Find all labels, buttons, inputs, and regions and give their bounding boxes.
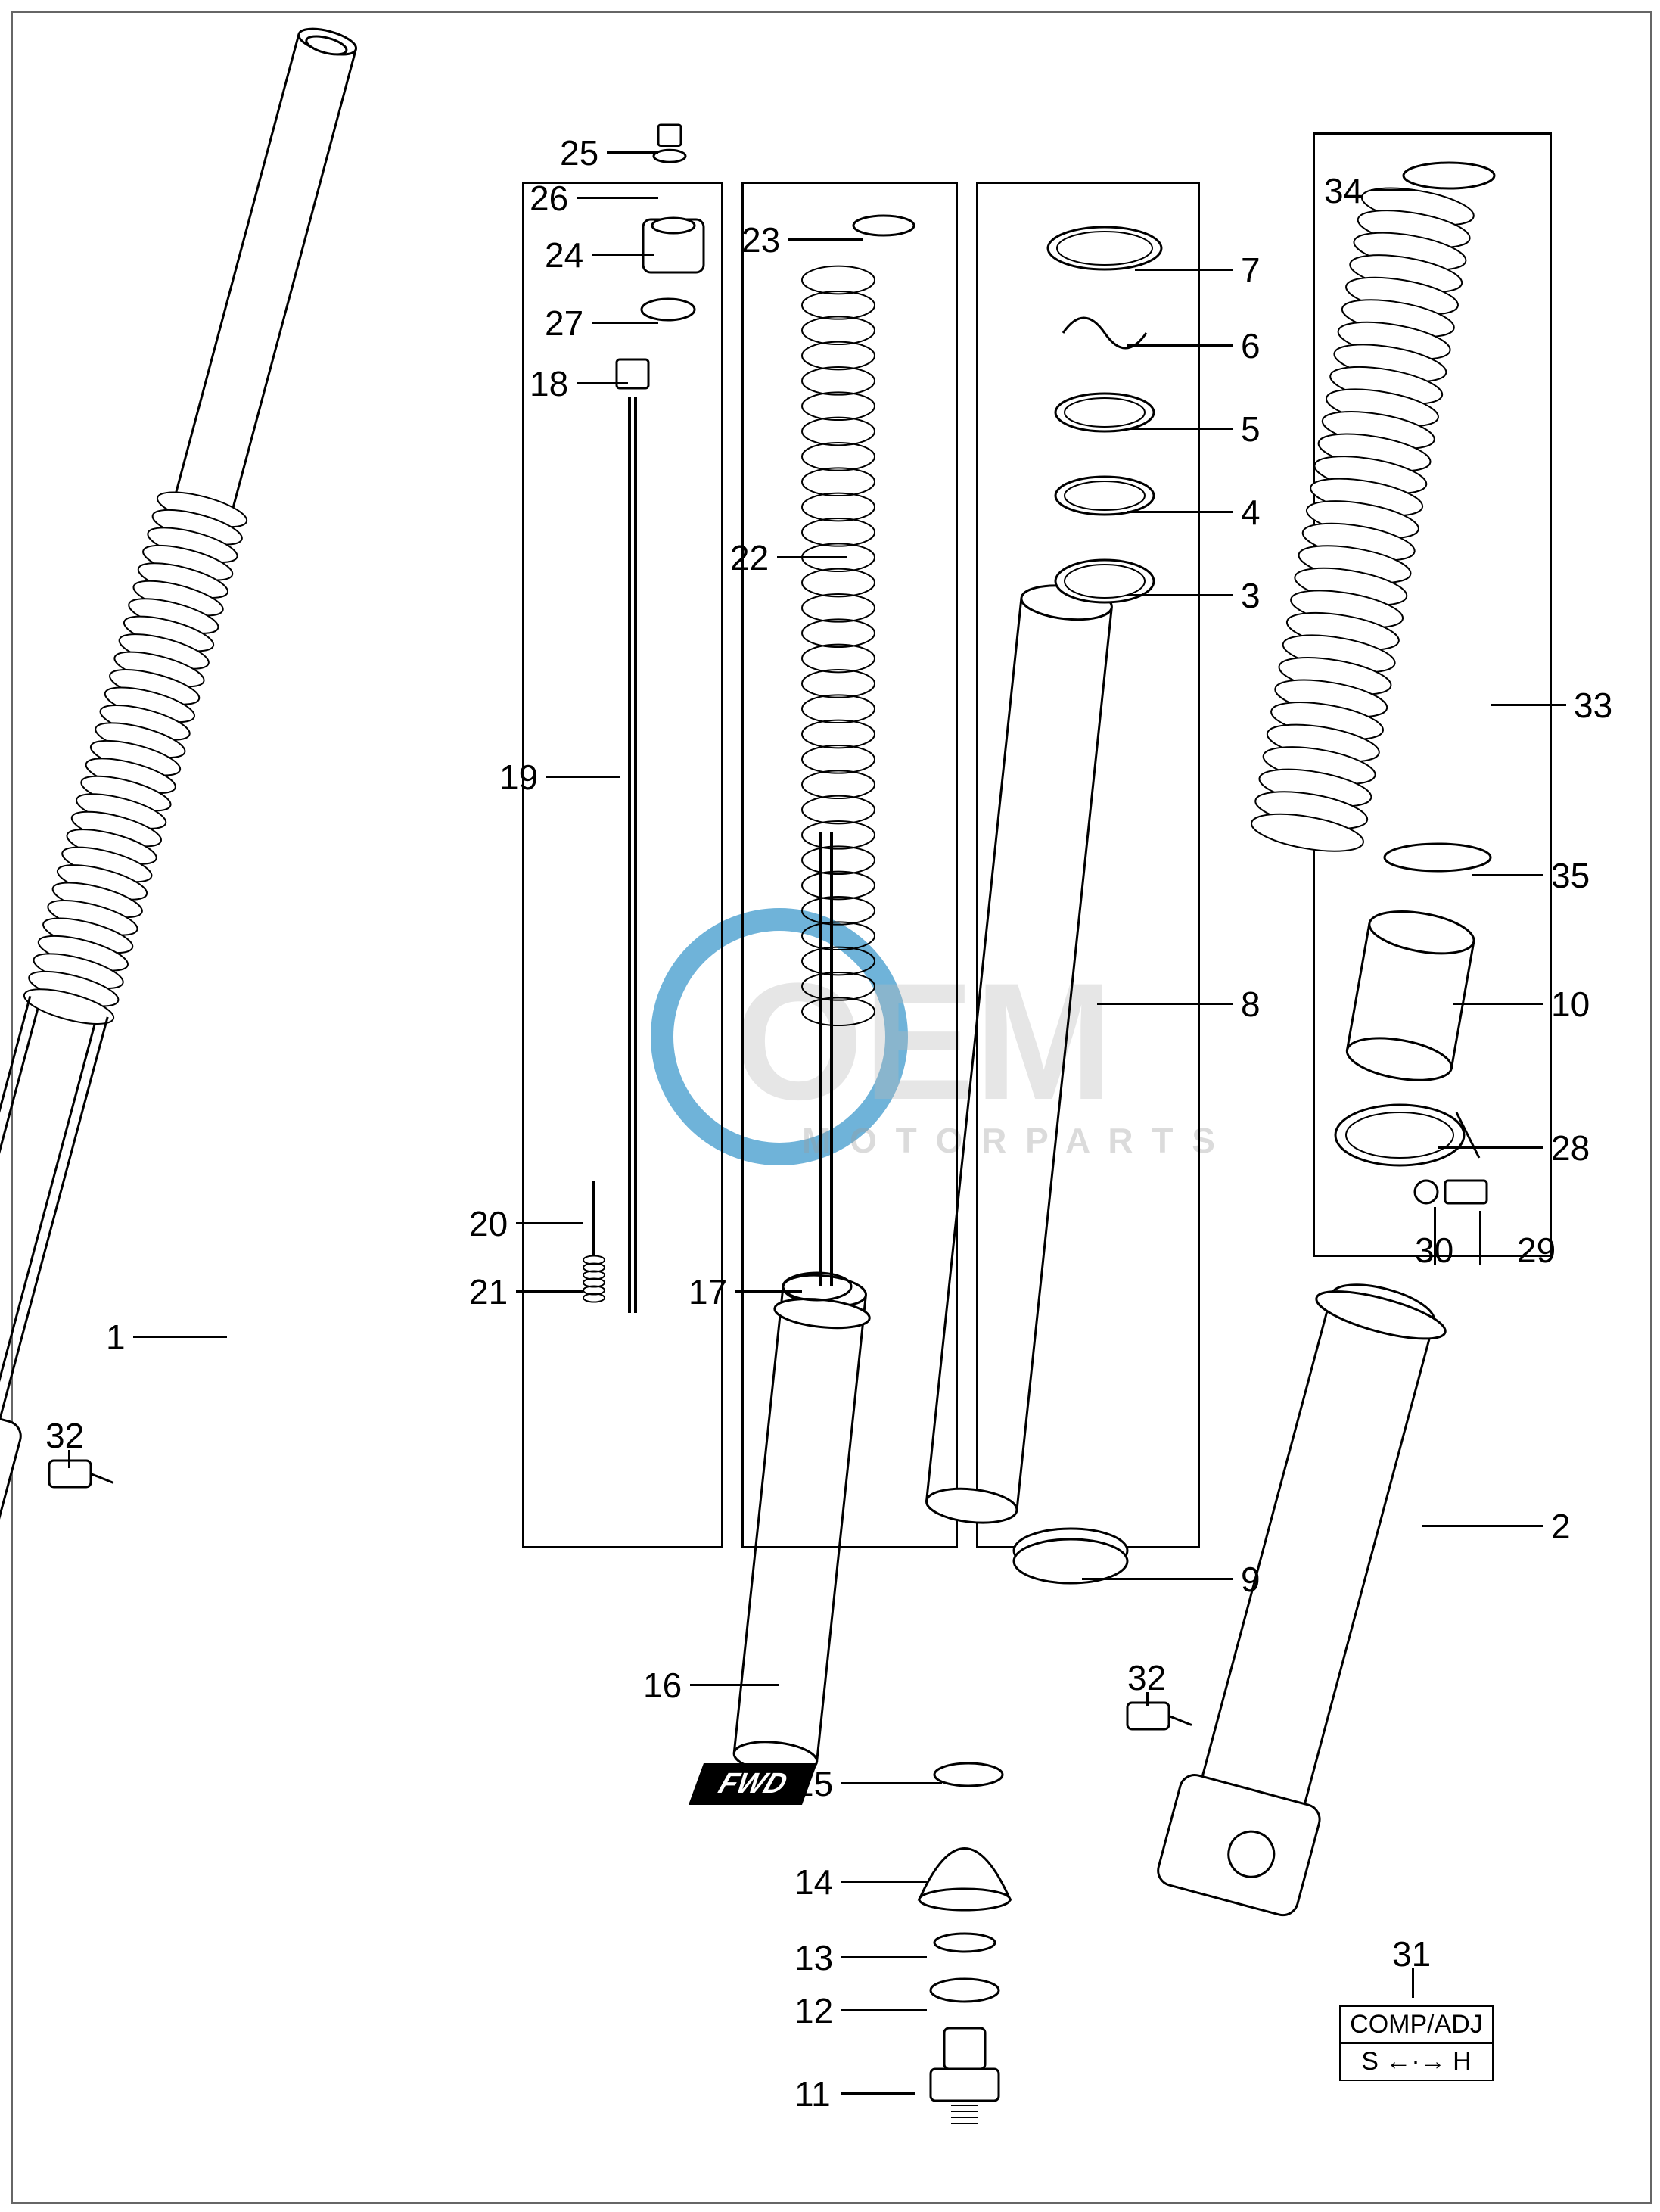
callout-28: 28 <box>1551 1128 1590 1168</box>
leader-20 <box>516 1222 583 1224</box>
leader-9 <box>1082 1578 1233 1580</box>
callout-26: 26 <box>530 178 568 219</box>
leader-35 <box>1472 874 1543 876</box>
leader-34 <box>1371 189 1415 191</box>
callout-17: 17 <box>689 1271 727 1312</box>
callout-15: 15 <box>794 1763 833 1804</box>
legend-row-0: COMP/ADJ <box>1341 2007 1492 2044</box>
callout-7: 7 <box>1241 250 1261 291</box>
leader-28 <box>1438 1146 1543 1149</box>
leader-16 <box>690 1684 779 1686</box>
leader-4 <box>1127 511 1233 513</box>
callout-32a: 32 <box>45 1415 84 1456</box>
leader-15 <box>841 1782 942 1784</box>
callout-4: 4 <box>1241 492 1261 533</box>
callout-10: 10 <box>1551 984 1590 1025</box>
callout-16: 16 <box>643 1665 682 1706</box>
leader-23 <box>788 238 863 241</box>
callout-20: 20 <box>469 1203 508 1244</box>
callout-21: 21 <box>469 1271 508 1312</box>
callout-22: 22 <box>730 537 769 578</box>
leader-14 <box>841 1881 927 1883</box>
callout-25: 25 <box>560 132 598 173</box>
callout-33: 33 <box>1574 685 1612 726</box>
leader-10 <box>1453 1003 1543 1005</box>
callout-35: 35 <box>1551 855 1590 896</box>
leader-26 <box>577 197 658 199</box>
leader-7 <box>1135 269 1233 271</box>
leader-25 <box>607 151 658 154</box>
callout-8: 8 <box>1241 984 1261 1025</box>
callout-5: 5 <box>1241 409 1261 450</box>
leader-22 <box>777 556 847 558</box>
leader-8 <box>1097 1003 1233 1005</box>
leader-5 <box>1127 428 1233 430</box>
legend-row-1: S ←·→ H <box>1341 2044 1492 2080</box>
callout-18: 18 <box>530 363 568 404</box>
leader-19 <box>546 776 620 778</box>
leader-13 <box>841 1956 927 1958</box>
leader-32b <box>1146 1692 1149 1706</box>
leader-1 <box>133 1336 227 1338</box>
leader-21 <box>516 1290 583 1293</box>
leader-24 <box>592 254 654 256</box>
leader-17 <box>735 1290 802 1293</box>
callout-12: 12 <box>794 1990 833 2031</box>
callout-34: 34 <box>1324 170 1363 211</box>
callout-6: 6 <box>1241 325 1261 366</box>
callout-11: 11 <box>794 2074 831 2114</box>
leader-11 <box>841 2092 915 2095</box>
leader-30 <box>1434 1207 1436 1265</box>
leader-31 <box>1412 1968 1414 1998</box>
callout-2: 2 <box>1551 1506 1571 1547</box>
callout-27: 27 <box>545 303 583 344</box>
leader-6 <box>1127 344 1233 347</box>
fwd-text: FWD <box>714 1768 791 1800</box>
leader-33 <box>1491 704 1566 706</box>
leader-18 <box>577 382 628 384</box>
callout-14: 14 <box>794 1862 833 1902</box>
callout-3: 3 <box>1241 575 1261 616</box>
callout-13: 13 <box>794 1937 833 1978</box>
callout-1: 1 <box>106 1317 126 1358</box>
leader-27 <box>592 322 658 324</box>
callout-29: 29 <box>1517 1230 1556 1271</box>
leader-29 <box>1479 1211 1481 1265</box>
leader-32a <box>68 1450 70 1468</box>
callout-9: 9 <box>1241 1559 1261 1600</box>
legend-comp-adj: COMP/ADJ S ←·→ H <box>1339 2005 1494 2081</box>
callout-23: 23 <box>741 219 780 260</box>
leader-12 <box>841 2009 927 2011</box>
callout-24: 24 <box>545 235 583 275</box>
leader-2 <box>1422 1525 1543 1527</box>
callout-19: 19 <box>499 757 538 798</box>
leader-3 <box>1127 594 1233 596</box>
